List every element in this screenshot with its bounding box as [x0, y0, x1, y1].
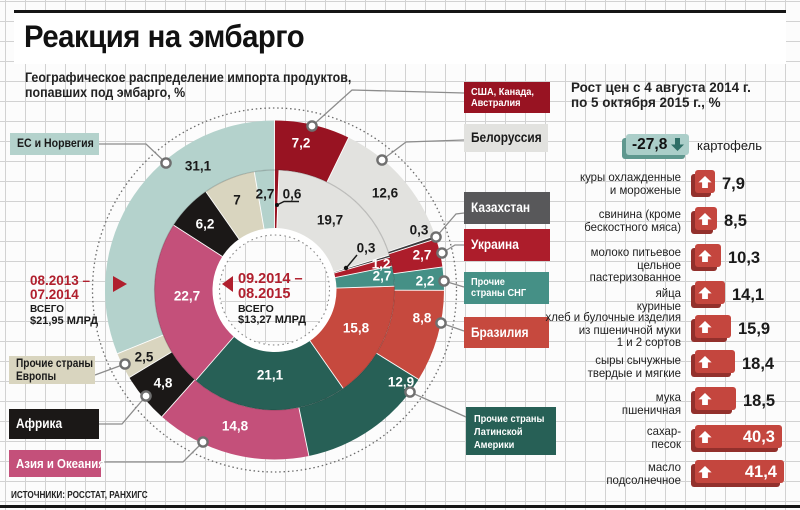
- svg-text:2,7: 2,7: [256, 187, 275, 202]
- svg-text:8,8: 8,8: [413, 311, 432, 326]
- svg-text:2,7: 2,7: [413, 248, 432, 263]
- svg-text:21,1: 21,1: [257, 368, 284, 383]
- svg-text:12,9: 12,9: [388, 375, 414, 390]
- svg-text:0,3: 0,3: [410, 223, 429, 238]
- svg-text:22,7: 22,7: [174, 289, 200, 304]
- svg-text:19,7: 19,7: [317, 213, 343, 228]
- svg-text:0,6: 0,6: [283, 187, 302, 202]
- svg-text:0,3: 0,3: [357, 241, 376, 256]
- svg-text:6,2: 6,2: [196, 217, 215, 232]
- svg-text:7,2: 7,2: [292, 136, 311, 151]
- svg-text:7: 7: [233, 193, 241, 208]
- svg-text:14,8: 14,8: [222, 419, 249, 434]
- svg-text:2,7: 2,7: [373, 269, 392, 284]
- svg-text:4,8: 4,8: [154, 376, 173, 391]
- svg-text:15,8: 15,8: [343, 321, 370, 336]
- svg-text:2,2: 2,2: [416, 274, 435, 289]
- svg-text:31,1: 31,1: [185, 159, 212, 174]
- svg-text:2,5: 2,5: [135, 350, 154, 365]
- svg-text:12,6: 12,6: [372, 186, 399, 201]
- svg-text:1,2: 1,2: [372, 257, 391, 272]
